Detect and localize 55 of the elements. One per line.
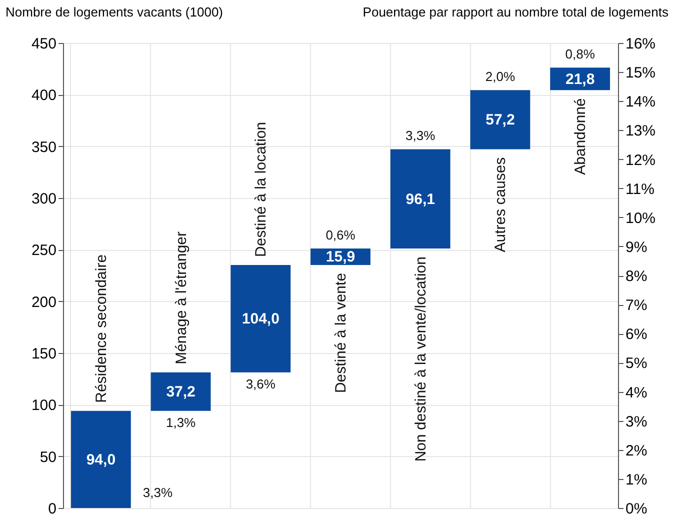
y2-tick-label: 7% xyxy=(626,297,648,314)
y-tick-label: 200 xyxy=(31,294,56,311)
data-label: 96,1 xyxy=(406,190,435,208)
y2-tick-label: 8% xyxy=(626,268,648,285)
bar xyxy=(230,264,291,372)
y2-tick-label: 5% xyxy=(626,355,648,372)
y2-tick-label: 15% xyxy=(626,64,656,82)
x-tick-label: Résidence secondaire xyxy=(92,254,110,403)
annotation: 1,3% xyxy=(166,414,196,430)
y2-tick-label: 14% xyxy=(626,94,656,111)
y2-tick-label: 6% xyxy=(626,326,648,344)
data-label: 37,2 xyxy=(166,384,196,401)
annotation: 2,0% xyxy=(485,69,516,84)
x-tick-label: Non destiné à la vente/location xyxy=(412,256,430,462)
x-tick-label: Destiné à la location xyxy=(252,122,270,257)
x-tick-label: Abandonné xyxy=(572,98,590,175)
y2-tick-label: 13% xyxy=(626,122,656,140)
y-tick-label: 100 xyxy=(31,397,56,414)
data-label: 104,0 xyxy=(242,310,280,328)
y2-tick-label: 10% xyxy=(626,210,656,227)
y-tick-label: 350 xyxy=(31,138,56,156)
x-tick-label: Destiné à la vente xyxy=(332,272,350,394)
y-tick-label: 400 xyxy=(31,87,56,104)
bar xyxy=(150,372,211,411)
annotation: 0,8% xyxy=(565,46,596,62)
y2-axis-title: Pouentage par rapport au nombre total de logements xyxy=(362,4,669,20)
data-label: 94,0 xyxy=(86,451,116,468)
y2-tick-label: 11% xyxy=(626,180,654,198)
data-label: 15,9 xyxy=(326,248,356,266)
y-tick-label: 250 xyxy=(31,242,56,260)
x-tick-label: Ménage à l'étranger xyxy=(172,231,190,364)
annotation: 3,6% xyxy=(246,376,276,392)
y2-tick-label: 1% xyxy=(626,471,648,488)
y2-tick-label: 4% xyxy=(626,384,648,402)
data-label: 21,8 xyxy=(565,70,595,88)
annotation: 0,6% xyxy=(326,228,356,243)
y2-tick-label: 12% xyxy=(626,152,656,169)
y-tick-label: 150 xyxy=(31,346,56,362)
y-tick-label: 450 xyxy=(31,36,56,52)
data-label: 57,2 xyxy=(486,112,515,129)
bar xyxy=(470,90,530,150)
y-tick-label: 0 xyxy=(48,500,56,518)
annotation: 3,3% xyxy=(406,128,436,144)
x-tick-label: Autres causes xyxy=(492,157,510,252)
bar xyxy=(70,410,131,508)
annotation: 3,3% xyxy=(142,485,174,500)
y2-tick-label: 16% xyxy=(626,36,656,52)
bar xyxy=(390,149,450,249)
y-axis-title: Nombre de logements vacants (1000) xyxy=(6,4,224,20)
y2-tick-label: 0% xyxy=(626,500,648,518)
y2-tick-label: 2% xyxy=(626,442,648,460)
y2-tick-label: 3% xyxy=(626,413,648,430)
y-tick-label: 50 xyxy=(40,448,56,466)
y-tick-label: 300 xyxy=(31,190,56,208)
y2-tick-label: 9% xyxy=(626,238,648,256)
